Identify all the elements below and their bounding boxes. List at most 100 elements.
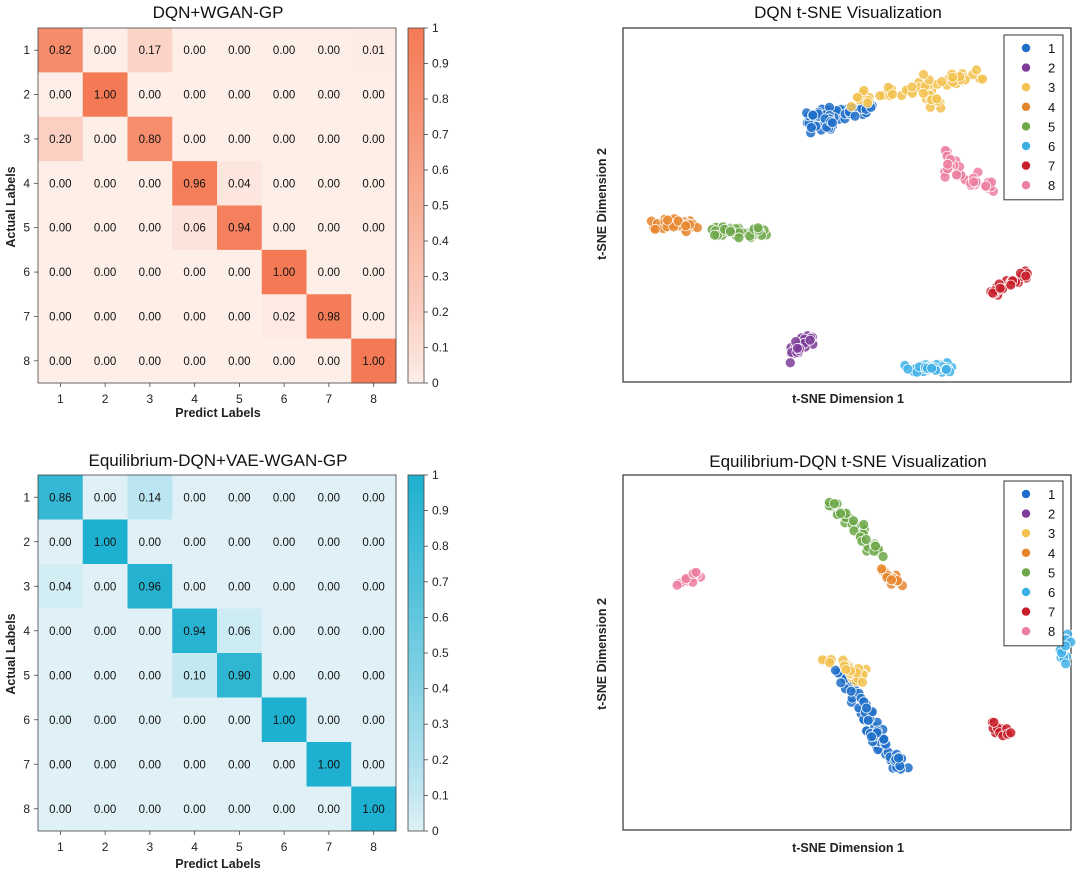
- matrix-cell: [351, 742, 397, 787]
- x-tick-label: 4: [191, 840, 198, 854]
- cell-value-label: 0.00: [49, 356, 71, 368]
- matrix-cell: [306, 786, 352, 832]
- scatter-point: [835, 677, 847, 689]
- x-axis-label: t-SNE Dimension 1: [792, 841, 904, 855]
- scatter-point: [849, 110, 861, 122]
- legend-entry: 8: [1048, 178, 1055, 193]
- matrix-cell: [127, 697, 173, 743]
- matrix-cell: [82, 653, 128, 698]
- confusion-matrix-equilibrium-dqn-vae-wgan-gp: Equilibrium-DQN+VAE-WGAN-GP Predict Labe…: [4, 451, 449, 871]
- x-tick-label: 6: [281, 840, 288, 854]
- colorbar-tick-label: 0.7: [432, 128, 449, 142]
- cell-value-label: 0.00: [183, 311, 205, 323]
- cell-value-label: 0.00: [318, 134, 340, 146]
- matrix-cell: [351, 653, 397, 698]
- scatter-point: [680, 220, 692, 232]
- cell-value-label: 0.00: [318, 626, 340, 638]
- legend-marker: [1021, 141, 1031, 151]
- y-axis-label: Actual Labels: [4, 613, 18, 694]
- matrix-cell: [217, 653, 263, 698]
- matrix-cell: [38, 475, 84, 520]
- x-axis-label: t-SNE Dimension 1: [792, 392, 904, 406]
- cell-value-label: 0.04: [49, 581, 72, 593]
- cell-value-label: 0.00: [139, 90, 161, 102]
- legend-entry: 6: [1048, 585, 1055, 600]
- scatter-point: [936, 76, 948, 87]
- cell-value-label: 0.00: [362, 626, 384, 638]
- cell-value-label: 0.00: [228, 759, 250, 771]
- cell-value-label: 1.00: [362, 804, 384, 816]
- cell-value-label: 0.00: [273, 804, 295, 816]
- scatter-point: [852, 91, 863, 103]
- matrix-cell: [38, 28, 84, 73]
- matrix-cell: [127, 475, 173, 520]
- cell-value-label: 0.02: [273, 311, 295, 323]
- legend-entry: 6: [1048, 139, 1055, 154]
- cell-value-label: 0.00: [139, 178, 161, 190]
- legend-marker: [1021, 568, 1031, 577]
- matrix-cell: [351, 564, 397, 609]
- matrix-cell: [82, 475, 128, 520]
- scatter-point: [662, 214, 673, 226]
- colorbar-tick-label: 0.8: [432, 539, 449, 553]
- scatter-point: [858, 519, 870, 530]
- legend-entry: 4: [1048, 546, 1055, 561]
- cell-value-label: 0.00: [273, 356, 295, 368]
- cell-value-label: 0.00: [362, 581, 384, 593]
- scatter-point: [827, 117, 838, 129]
- cell-value-label: 0.00: [139, 804, 161, 816]
- cell-value-label: 0.00: [228, 804, 250, 816]
- cell-value-label: 0.06: [228, 626, 250, 638]
- plot-frame: [622, 474, 1072, 831]
- y-tick-label: 7: [23, 309, 30, 323]
- cell-value-label: 0.00: [183, 267, 205, 279]
- cell-value-label: 0.00: [318, 670, 340, 682]
- x-tick-label: 2: [102, 840, 109, 854]
- cell-value-label: 0.00: [139, 626, 161, 638]
- cell-value-label: 0.00: [362, 223, 384, 235]
- matrix-cell: [261, 475, 307, 520]
- cell-value-label: 0.00: [228, 311, 250, 323]
- matrix-cell: [82, 786, 128, 832]
- colorbar-tick-label: 0.2: [432, 305, 449, 319]
- scatter-point: [857, 677, 868, 688]
- legend-marker: [1021, 43, 1031, 53]
- matrix-cell: [38, 72, 84, 118]
- legend-entry: 5: [1048, 565, 1055, 580]
- scatter-point: [835, 508, 846, 519]
- matrix-cell: [306, 161, 352, 206]
- cell-value-label: 0.82: [49, 45, 71, 57]
- cell-value-label: 0.00: [49, 626, 71, 638]
- cell-value-label: 0.00: [49, 90, 71, 102]
- legend: 1 2 3 4 5 6 7 8: [1003, 34, 1064, 201]
- y-tick-label: 4: [23, 624, 30, 638]
- cell-value-label: 0.00: [318, 267, 340, 279]
- matrix-cell: [172, 72, 218, 118]
- matrix-cell: [127, 742, 173, 787]
- cell-value-label: 0.96: [139, 581, 161, 593]
- cell-value-label: 0.00: [49, 804, 71, 816]
- matrix-cell: [38, 294, 84, 340]
- y-tick-label: 7: [23, 757, 30, 771]
- y-tick-label: 5: [23, 221, 30, 235]
- matrix-cell: [306, 28, 352, 73]
- cell-value-label: 0.00: [362, 178, 384, 190]
- matrix-cell: [351, 294, 397, 340]
- plot-frame: [37, 27, 397, 384]
- cell-value-label: 0.00: [139, 715, 161, 727]
- scatter-point: [792, 342, 803, 354]
- matrix-cell: [306, 742, 352, 787]
- y-tick-label: 3: [23, 579, 30, 593]
- cell-value-label: 0.00: [273, 537, 295, 549]
- matrix-cell: [351, 338, 397, 384]
- scatter-point: [1020, 270, 1032, 282]
- cell-value-label: 0.00: [273, 581, 295, 593]
- colorbar-tick-label: 0.5: [432, 646, 449, 660]
- colorbar-tick-label: 0: [432, 376, 439, 390]
- cell-value-label: 0.00: [139, 223, 161, 235]
- matrix-cell: [351, 608, 397, 654]
- matrix-cell: [261, 116, 307, 162]
- matrix-cell: [172, 608, 218, 654]
- y-axis-label: Actual Labels: [4, 166, 18, 247]
- matrix-cell: [127, 786, 173, 832]
